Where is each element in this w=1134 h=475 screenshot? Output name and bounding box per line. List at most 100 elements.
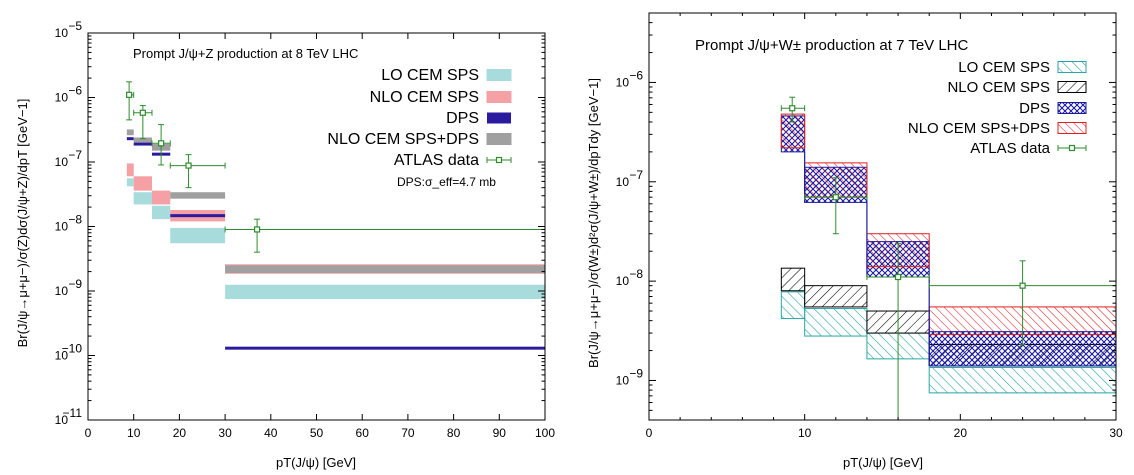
atlas-marker <box>158 140 165 147</box>
band-right-1-1 <box>804 285 868 308</box>
legend-label-right-1: NLO CEM SPS <box>947 79 1050 96</box>
y-tick-label: 10 <box>55 155 69 169</box>
x-tick-label: 90 <box>493 426 507 440</box>
band-left-0-4 <box>225 284 545 300</box>
x-tick-label: 0 <box>646 426 653 440</box>
x-tick-label: 100 <box>535 426 555 440</box>
band-left-0-2 <box>151 205 171 220</box>
band-left-2-3 <box>170 214 226 218</box>
atlas-point-left-4 <box>224 218 546 253</box>
atlas-point-right-0 <box>780 96 806 123</box>
left-chart-title: Prompt J/ψ+Z production at 8 TeV LHC <box>133 46 358 61</box>
legend-data-marker <box>1068 144 1076 152</box>
x-tick-label: 80 <box>447 426 461 440</box>
legend-label-right-2: DPS <box>1019 100 1050 117</box>
legend-swatch-right-2 <box>1057 102 1087 114</box>
legend-label-left-4: ATLAS data <box>394 152 479 169</box>
left-x-axis-label: pT(J/ψ) [GeV] <box>276 455 356 470</box>
legend-label-right-4: ATLAS data <box>970 140 1050 157</box>
atlas-marker <box>126 91 133 98</box>
atlas-point-left-0 <box>126 81 135 121</box>
y-tick-label: 10 <box>55 220 69 234</box>
x-tick-label: 10 <box>127 426 141 440</box>
band-left-2-0 <box>126 137 134 141</box>
y-tick-exponent: −9 <box>68 277 82 291</box>
band-left-3-1 <box>133 137 152 143</box>
band-left-0-3 <box>170 227 226 244</box>
x-tick-label: 60 <box>356 426 370 440</box>
atlas-point-left-2 <box>151 124 171 166</box>
y-tick-label: 10 <box>55 26 69 40</box>
left-y-axis-label: Br(J/ψ→μ+μ−)/σ(Z)dσ(J/ψ+Z)/dpT [GeV−1] <box>15 99 30 348</box>
atlas-marker <box>1019 282 1026 289</box>
right-y-axis-label: Br(J/ψ→μ+μ−)/σ(W±)d²σ(J/ψ+W±)/dpTdy [GeV… <box>586 78 601 368</box>
x-tick-label: 50 <box>310 426 324 440</box>
y-tick-label: 10 <box>55 284 69 298</box>
band-left-1-0 <box>126 163 134 177</box>
legend-label-right-3: NLO CEM SPS+DPS <box>908 120 1050 137</box>
x-tick-label: 40 <box>264 426 278 440</box>
y-tick-label: 10 <box>55 91 69 105</box>
atlas-marker <box>185 162 192 169</box>
legend-data-marker <box>495 156 503 164</box>
band-left-2-1 <box>133 142 152 146</box>
x-tick-label: 0 <box>85 426 92 440</box>
y-tick-exponent: −11 <box>63 406 83 420</box>
legend-label-left-1: NLO CEM SPS <box>370 89 479 106</box>
x-tick-label: 20 <box>954 426 968 440</box>
legend-label-left-3: NLO CEM SPS+DPS <box>327 131 479 148</box>
y-tick-exponent: −9 <box>629 366 643 380</box>
legend-label-right-0: LO CEM SPS <box>958 59 1050 76</box>
band-right-0-3 <box>928 367 1117 394</box>
right-x-axis-label: pT(J/ψ) [GeV] <box>843 455 923 470</box>
y-tick-exponent: −10 <box>62 342 83 356</box>
atlas-point-right-2 <box>866 242 930 421</box>
y-tick-label: 10 <box>616 75 630 89</box>
atlas-marker <box>253 226 261 233</box>
band-left-1-2 <box>151 190 171 205</box>
legend-swatch-left-0 <box>486 69 512 81</box>
legend-swatch-right-0 <box>1057 61 1087 73</box>
atlas-point-right-1 <box>804 177 868 235</box>
atlas-point-left-3 <box>169 154 226 189</box>
atlas-marker <box>789 105 796 112</box>
atlas-marker <box>832 194 839 201</box>
y-tick-label: 10 <box>616 373 630 387</box>
legend-swatch-left-3 <box>486 133 512 145</box>
x-tick-label: 30 <box>1109 426 1123 440</box>
legend-label-left-0: LO CEM SPS <box>381 67 479 84</box>
right-chart-title: Prompt J/ψ+W± production at 7 TeV LHC <box>695 37 969 54</box>
atlas-point-left-1 <box>133 105 153 140</box>
right-chart-panel: Prompt J/ψ+W± production at 7 TeV LHC pT… <box>586 12 1123 470</box>
plot-frame-right <box>648 12 1117 421</box>
atlas-marker <box>139 109 146 116</box>
band-right-0-1 <box>804 308 868 337</box>
y-tick-exponent: −8 <box>68 213 82 227</box>
band-right-3-0 <box>780 113 806 149</box>
atlas-marker <box>894 273 902 281</box>
band-left-2-4 <box>225 346 545 350</box>
x-tick-label: 10 <box>798 426 812 440</box>
band-left-0-1 <box>133 192 152 205</box>
y-tick-exponent: −7 <box>629 168 643 182</box>
x-tick-label: 20 <box>173 426 187 440</box>
x-tick-label: 70 <box>401 426 415 440</box>
y-tick-label: 10 <box>616 175 630 189</box>
legend-swatch-left-1 <box>486 91 512 103</box>
y-tick-label: 10 <box>616 274 630 288</box>
band-left-0-0 <box>126 178 134 187</box>
y-tick-label: 10 <box>55 349 69 363</box>
legend-swatch-right-3 <box>1057 122 1087 134</box>
legend-label-left-2: DPS <box>446 110 479 127</box>
y-tick-exponent: −7 <box>68 148 82 162</box>
band-left-3-4 <box>225 265 545 274</box>
x-tick-label: 30 <box>218 426 232 440</box>
legend-swatch-right-1 <box>1057 81 1087 93</box>
left-chart-panel: Prompt J/ψ+Z production at 8 TeV LHC DPS… <box>15 19 555 470</box>
y-tick-exponent: −5 <box>68 19 82 33</box>
band-right-1-0 <box>780 267 806 292</box>
legend-swatch-left-2 <box>487 112 511 124</box>
y-tick-exponent: −6 <box>629 68 643 82</box>
left-chart-annotation: DPS:σ_eff=4.7 mb <box>397 175 496 189</box>
